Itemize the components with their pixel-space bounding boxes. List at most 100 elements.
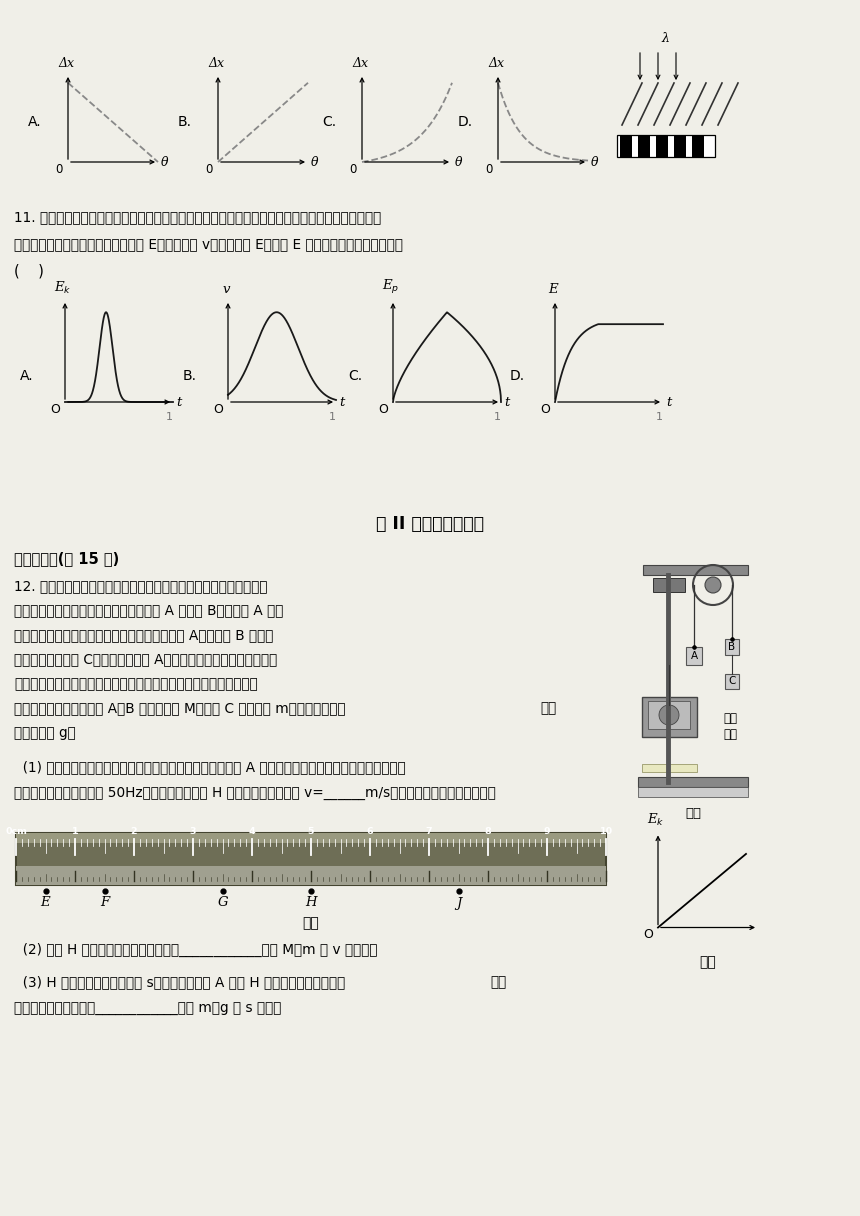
- Text: C.: C.: [322, 116, 336, 129]
- Text: 面固定穿过打点计时器的纸带，用手固定住钉码 A，在钉码 B 下面再: 面固定穿过打点计时器的纸带，用手固定住钉码 A，在钉码 B 下面再: [14, 627, 273, 642]
- Text: B.: B.: [183, 370, 197, 383]
- Bar: [656, 135, 668, 157]
- Text: H: H: [305, 896, 316, 910]
- Bar: [725, 674, 739, 689]
- Text: 挂上一较小的钉码 C，之后放开钉码 A，让系统由静止开始运动，由于: 挂上一较小的钉码 C，之后放开钉码 A，让系统由静止开始运动，由于: [14, 653, 277, 666]
- Text: t: t: [666, 395, 672, 409]
- Bar: [674, 135, 686, 157]
- Text: O: O: [213, 402, 223, 416]
- Text: 势能减小量的表达式为____________（用 m、g 及 s 表示）: 势能减小量的表达式为____________（用 m、g 及 s 表示）: [14, 1002, 281, 1017]
- Bar: [642, 764, 697, 772]
- Text: 12. 一小组同学用如图甲所示的力学实验装置验证机械能守恒定律。: 12. 一小组同学用如图甲所示的力学实验装置验证机械能守恒定律。: [14, 579, 267, 593]
- Text: E: E: [40, 896, 51, 910]
- Circle shape: [659, 705, 679, 725]
- Text: 绕过定滑轮的细线上悬挂质量相等的钉码 A 和钉码 B，在钉码 A 的下: 绕过定滑轮的细线上悬挂质量相等的钉码 A 和钉码 B，在钉码 A 的下: [14, 603, 284, 618]
- Text: Δx: Δx: [58, 57, 74, 71]
- Text: (1) 该小组同学闭合打点计时器电源开关，由静止释放钉码 A 后，打出的纸带如图乙所示，已知打点计: (1) 该小组同学闭合打点计时器电源开关，由静止释放钉码 A 后，打出的纸带如图…: [14, 760, 406, 775]
- Text: G: G: [218, 896, 228, 910]
- Text: 10: 10: [599, 827, 612, 835]
- Text: θ: θ: [161, 156, 169, 169]
- Text: Δx: Δx: [488, 57, 504, 71]
- Text: 1: 1: [329, 412, 335, 422]
- Text: F: F: [100, 896, 109, 910]
- Text: D.: D.: [458, 116, 473, 129]
- Text: 7: 7: [426, 827, 433, 835]
- Text: 速度大小为 g。: 速度大小为 g。: [14, 726, 76, 741]
- Bar: [648, 700, 690, 730]
- Bar: [642, 697, 697, 737]
- Circle shape: [705, 578, 721, 593]
- Text: A.: A.: [20, 370, 34, 383]
- Text: E$_k$: E$_k$: [54, 280, 72, 295]
- Bar: [725, 638, 739, 655]
- Text: E$_k$: E$_k$: [648, 812, 665, 828]
- Text: C: C: [728, 676, 735, 686]
- Text: E$_p$: E$_p$: [383, 278, 400, 295]
- Text: 8: 8: [485, 827, 491, 835]
- Text: 9: 9: [544, 827, 550, 835]
- Bar: [638, 777, 748, 787]
- Text: A.: A.: [28, 116, 41, 129]
- Text: 1: 1: [655, 412, 662, 422]
- Text: θ: θ: [311, 156, 318, 169]
- Text: t: t: [176, 395, 181, 409]
- Text: t: t: [339, 395, 344, 409]
- Text: 2: 2: [131, 827, 138, 835]
- Text: C.: C.: [348, 370, 362, 383]
- Bar: [638, 135, 650, 157]
- Text: v: v: [222, 283, 230, 295]
- Text: 图乙: 图乙: [303, 917, 319, 930]
- Text: B.: B.: [178, 116, 192, 129]
- Text: t: t: [504, 395, 509, 409]
- Text: 3: 3: [190, 827, 196, 835]
- Bar: [617, 135, 715, 157]
- Text: 0cm: 0cm: [5, 827, 27, 835]
- Text: θ: θ: [455, 156, 463, 169]
- Text: E: E: [548, 283, 558, 295]
- Text: 第 II 卷（非选择题）: 第 II 卷（非选择题）: [376, 516, 484, 533]
- Text: Δx: Δx: [208, 57, 224, 71]
- Text: (2) 在打 H 点时，系统的动能表达式为____________（用 M、m 及 v 表示）。: (2) 在打 H 点时，系统的动能表达式为____________（用 M、m …: [14, 942, 378, 957]
- Text: 图甲: 图甲: [685, 807, 701, 820]
- Text: 0: 0: [56, 163, 63, 176]
- Bar: [620, 135, 632, 157]
- Bar: [692, 135, 704, 157]
- Bar: [16, 866, 606, 884]
- Text: (    ): ( ): [14, 264, 44, 278]
- Text: 1: 1: [494, 412, 501, 422]
- Text: O: O: [378, 402, 388, 416]
- Bar: [16, 833, 606, 884]
- Text: 个上升过程中，下列关于物体机械能 E、速度大小 v、重力势能 E、动能 E 随时间变化的关系中，正确: 个上升过程中，下列关于物体机械能 E、速度大小 v、重力势能 E、动能 E 随时…: [14, 237, 403, 250]
- Text: 0: 0: [350, 163, 357, 176]
- Text: D.: D.: [510, 370, 525, 383]
- Text: O: O: [50, 402, 60, 416]
- Text: 纸带: 纸带: [723, 728, 737, 742]
- Text: λ: λ: [661, 32, 669, 45]
- Text: 图丙: 图丙: [700, 956, 716, 969]
- Text: 11. 静止在地面上的物体在绝直向上的恒力作用下上升，在某一高度撤去恒力。若不计空气阻力，则: 11. 静止在地面上的物体在绝直向上的恒力作用下上升，在某一高度撤去恒力。若不计…: [14, 210, 381, 224]
- Text: 1: 1: [71, 827, 78, 835]
- Bar: [653, 578, 685, 592]
- Text: 1: 1: [165, 412, 173, 422]
- Text: O: O: [643, 929, 653, 941]
- Bar: [638, 787, 748, 796]
- Text: (3) H 点到起始点间的距离为 s，则从释放鑉码 A 到打 H 点的过中，系统的重力: (3) H 点到起始点间的距离为 s，则从释放鑉码 A 到打 H 点的过中，系统…: [14, 975, 345, 990]
- Text: 二、实验题(共 15 分): 二、实验题(共 15 分): [14, 551, 120, 565]
- Bar: [643, 565, 748, 575]
- Text: 0: 0: [206, 163, 213, 176]
- Text: 0: 0: [486, 163, 493, 176]
- Text: 系统的速度增大得不是很快，便于测量物理量，因此能较好地验证机: 系统的速度增大得不是很快，便于测量物理量，因此能较好地验证机: [14, 677, 258, 691]
- Text: 器所用交流电源的频率为 50Hz，则打点计时器打 H 点时纸带的速度大小 v=______m/s（结果保留三位有效数字）。: 器所用交流电源的频率为 50Hz，则打点计时器打 H 点时纸带的速度大小 v=_…: [14, 786, 496, 799]
- Bar: [16, 833, 606, 843]
- Text: θ: θ: [591, 156, 599, 169]
- Text: 打点: 打点: [723, 713, 737, 726]
- Text: J: J: [456, 896, 461, 910]
- Text: B: B: [728, 642, 735, 652]
- Text: Δx: Δx: [352, 57, 368, 71]
- Text: 4: 4: [249, 827, 255, 835]
- Text: 6: 6: [366, 827, 373, 835]
- Text: 5: 5: [308, 827, 314, 835]
- Text: O: O: [540, 402, 550, 416]
- Bar: [686, 647, 702, 665]
- Text: A: A: [691, 651, 697, 662]
